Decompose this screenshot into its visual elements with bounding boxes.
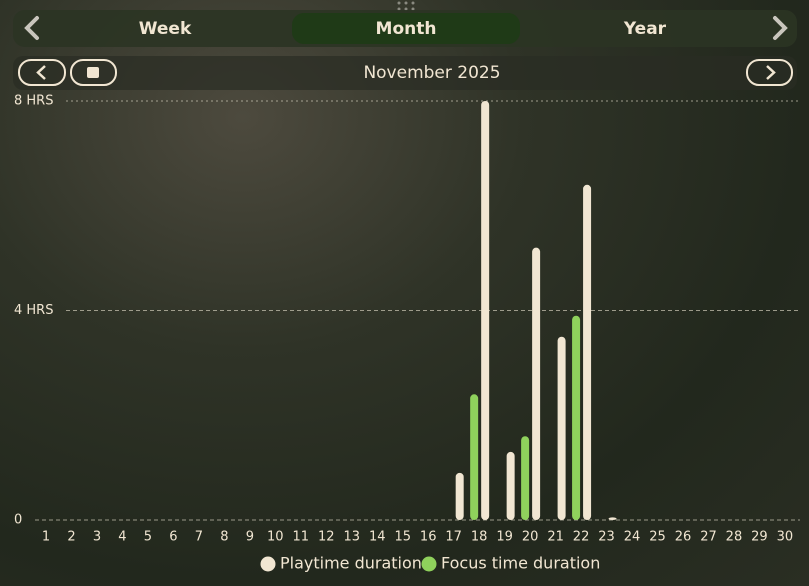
x-tick-label: 10 [267,530,284,545]
x-tick-label: 30 [777,530,794,545]
tab[interactable]: Month [376,19,437,39]
legend-swatch [421,556,437,572]
x-tick-label: 5 [144,530,152,545]
bar [572,315,581,520]
x-tick-label: 23 [598,530,615,545]
x-tick-label: 29 [751,530,768,545]
x-tick-label: 17 [445,530,462,545]
x-tick-label: 20 [522,530,539,545]
x-tick-label: 1 [42,530,50,545]
x-tick-label: 8 [220,530,228,545]
x-tick-label: 15 [394,530,411,545]
bar [608,517,617,520]
x-tick-label: 26 [675,530,692,545]
period-title: November 2025 [363,63,500,83]
bar [470,394,479,520]
bar [583,184,592,521]
x-tick-label: 19 [496,530,513,545]
tab[interactable]: Year [623,19,667,39]
y-tick-label: 4 HRS [14,303,53,318]
legend-swatch [260,556,276,572]
tab-active [292,13,520,44]
prev-period[interactable] [18,59,66,86]
next-tab[interactable] [773,16,788,40]
x-tick-label: 28 [726,530,743,545]
x-tick-label: 25 [649,530,666,545]
x-tick-label: 3 [93,530,101,545]
prev-tab[interactable] [24,16,39,40]
x-tick-label: 6 [169,530,177,545]
bar [532,247,541,520]
y-tick-label: 0 [14,513,22,528]
x-tick-label: 22 [573,530,590,545]
x-tick-label: 11 [293,530,310,545]
period-bar [13,56,797,90]
x-tick-label: 18 [471,530,488,545]
icon [87,67,99,78]
y-tick-label: 8 HRS [14,94,53,109]
drag-handle[interactable] [397,1,415,11]
bar [455,472,464,520]
calendar-button[interactable] [70,59,117,86]
icon [36,65,46,80]
bar [481,101,490,520]
bar [506,451,515,520]
x-tick-label: 24 [624,530,641,545]
legend-label: Focus time duration [441,554,600,573]
x-tick-label: 12 [318,530,335,545]
x-tick-label: 7 [195,530,203,545]
x-tick-label: 2 [67,530,75,545]
legend-label: Playtime duration [280,554,422,573]
next-period[interactable] [746,59,793,86]
x-tick-label: 4 [118,530,126,545]
x-tick-label: 14 [369,530,386,545]
x-tick-label: 16 [420,530,437,545]
x-tick-label: 21 [547,530,564,545]
icon [766,65,776,80]
bar [521,436,530,520]
bar [557,336,566,520]
x-tick-label: 27 [700,530,717,545]
x-tick-label: 9 [246,530,254,545]
x-tick-label: 13 [343,530,360,545]
tab[interactable]: Week [139,19,192,39]
